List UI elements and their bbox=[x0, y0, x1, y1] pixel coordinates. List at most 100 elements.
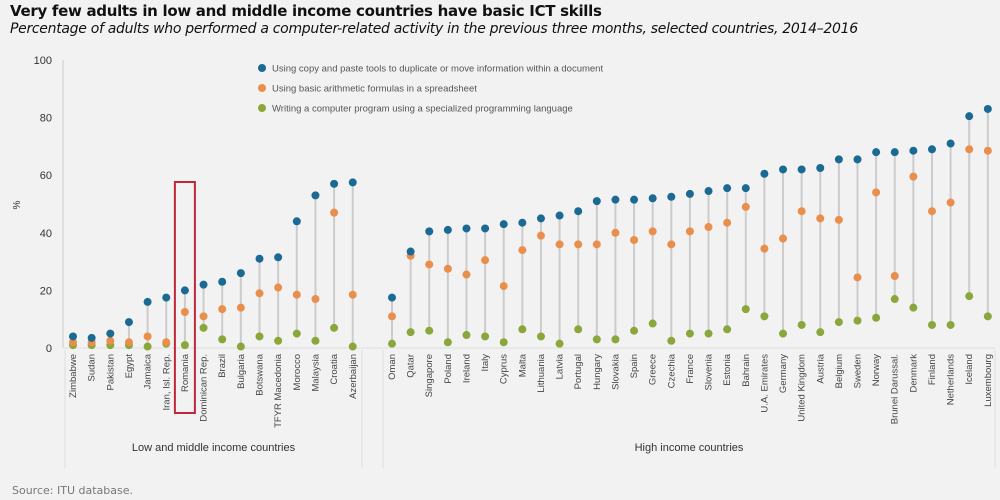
programming-point bbox=[481, 332, 490, 341]
x-tick-label: Italy bbox=[480, 354, 491, 372]
copy-paste-point bbox=[797, 165, 806, 174]
copy-paste-point bbox=[462, 224, 471, 233]
arithmetic-point bbox=[425, 260, 434, 269]
copy-paste-point bbox=[106, 329, 115, 338]
programming-point bbox=[574, 325, 583, 334]
copy-paste-point bbox=[87, 333, 96, 342]
arithmetic-point bbox=[124, 338, 133, 347]
programming-point bbox=[425, 326, 434, 335]
x-tick-label: Estonia bbox=[722, 353, 733, 385]
arithmetic-point bbox=[69, 338, 77, 347]
y-tick-label: 100 bbox=[34, 55, 52, 67]
copy-paste-point bbox=[816, 164, 825, 172]
programming-point bbox=[779, 329, 788, 338]
copy-paste-point bbox=[685, 189, 694, 198]
legend-marker bbox=[258, 64, 266, 72]
programming-point bbox=[348, 342, 357, 351]
copy-paste-point bbox=[124, 318, 133, 327]
arithmetic-point bbox=[648, 227, 657, 236]
x-tick-label: Germany bbox=[778, 354, 789, 393]
arithmetic-point bbox=[218, 305, 227, 314]
arithmetic-point bbox=[180, 308, 189, 316]
arithmetic-point bbox=[760, 244, 769, 253]
x-tick-label: Iceland bbox=[964, 354, 975, 385]
copy-paste-point bbox=[292, 217, 301, 226]
copy-paste-point bbox=[611, 195, 620, 204]
arithmetic-point bbox=[965, 145, 974, 154]
programming-point bbox=[555, 339, 564, 348]
x-tick-label: Finland bbox=[927, 354, 938, 385]
x-tick-label: Hungary bbox=[592, 354, 603, 390]
y-tick-label: 0 bbox=[46, 343, 52, 355]
arithmetic-point bbox=[946, 198, 955, 207]
x-tick-label: Sweden bbox=[853, 354, 864, 388]
group-label: Low and middle income countries bbox=[132, 442, 296, 454]
arithmetic-point bbox=[518, 246, 527, 255]
copy-paste-point bbox=[199, 280, 208, 289]
programming-point bbox=[462, 331, 471, 340]
arithmetic-point bbox=[779, 234, 788, 243]
chart-subtitle: Percentage of adults who performed a com… bbox=[10, 21, 858, 37]
x-tick-label: Azerbaijan bbox=[348, 354, 359, 399]
copy-paste-point bbox=[555, 211, 564, 220]
arithmetic-point bbox=[499, 282, 508, 291]
copy-paste-point bbox=[255, 254, 264, 263]
copy-paste-point bbox=[443, 225, 452, 234]
copy-paste-point bbox=[311, 191, 320, 200]
arithmetic-point bbox=[330, 208, 339, 217]
programming-point bbox=[890, 295, 899, 304]
programming-point bbox=[667, 336, 676, 345]
x-tick-label: Qatar bbox=[406, 354, 417, 378]
x-tick-label: Cyprus bbox=[499, 354, 510, 384]
arithmetic-point bbox=[388, 312, 396, 321]
source-note: Source: ITU database. bbox=[12, 484, 133, 497]
programming-point bbox=[630, 326, 639, 335]
programming-point bbox=[274, 336, 283, 345]
copy-paste-point bbox=[481, 224, 490, 233]
x-tick-label: Denmark bbox=[908, 354, 919, 393]
programming-point bbox=[685, 329, 694, 338]
programming-point bbox=[406, 328, 415, 337]
programming-point bbox=[648, 319, 657, 328]
programming-point bbox=[611, 335, 620, 344]
legend-marker bbox=[258, 104, 266, 112]
programming-point bbox=[143, 342, 152, 351]
x-tick-label: Oman bbox=[387, 354, 398, 380]
arithmetic-point bbox=[611, 228, 620, 237]
copy-paste-point bbox=[180, 286, 189, 295]
copy-paste-point bbox=[630, 195, 639, 204]
x-tick-label: Egypt bbox=[124, 354, 135, 379]
programming-point bbox=[760, 312, 769, 321]
programming-point bbox=[199, 323, 208, 332]
copy-paste-point bbox=[760, 169, 769, 178]
x-tick-label: Lithuania bbox=[536, 353, 547, 392]
copy-paste-point bbox=[69, 332, 77, 341]
x-tick-label: Spain bbox=[629, 354, 640, 378]
arithmetic-point bbox=[462, 270, 471, 279]
arithmetic-point bbox=[909, 172, 918, 181]
arithmetic-point bbox=[927, 207, 936, 216]
arithmetic-point bbox=[890, 272, 899, 280]
arithmetic-point bbox=[704, 223, 713, 232]
x-tick-label: Dominican Rep. bbox=[199, 354, 210, 422]
copy-paste-point bbox=[648, 194, 657, 203]
arithmetic-point bbox=[872, 188, 881, 197]
arithmetic-point bbox=[162, 338, 171, 347]
copy-paste-point bbox=[330, 179, 339, 188]
arithmetic-point bbox=[592, 240, 601, 249]
copy-paste-point bbox=[779, 165, 788, 174]
arithmetic-point bbox=[741, 202, 750, 211]
arithmetic-point bbox=[834, 215, 843, 224]
copy-paste-point bbox=[592, 197, 601, 206]
copy-paste-point bbox=[872, 148, 881, 157]
legend-label: Using basic arithmetic formulas in a spr… bbox=[272, 84, 477, 95]
copy-paste-point bbox=[536, 214, 545, 223]
arithmetic-point bbox=[255, 289, 264, 298]
copy-paste-point bbox=[574, 207, 583, 216]
x-tick-label: Slovakia bbox=[610, 353, 621, 390]
arithmetic-point bbox=[274, 283, 283, 292]
highlight-box bbox=[173, 181, 196, 414]
legend-label: Using copy and paste tools to duplicate … bbox=[272, 64, 603, 75]
copy-paste-point bbox=[274, 253, 283, 262]
y-tick-label: 80 bbox=[40, 113, 52, 125]
